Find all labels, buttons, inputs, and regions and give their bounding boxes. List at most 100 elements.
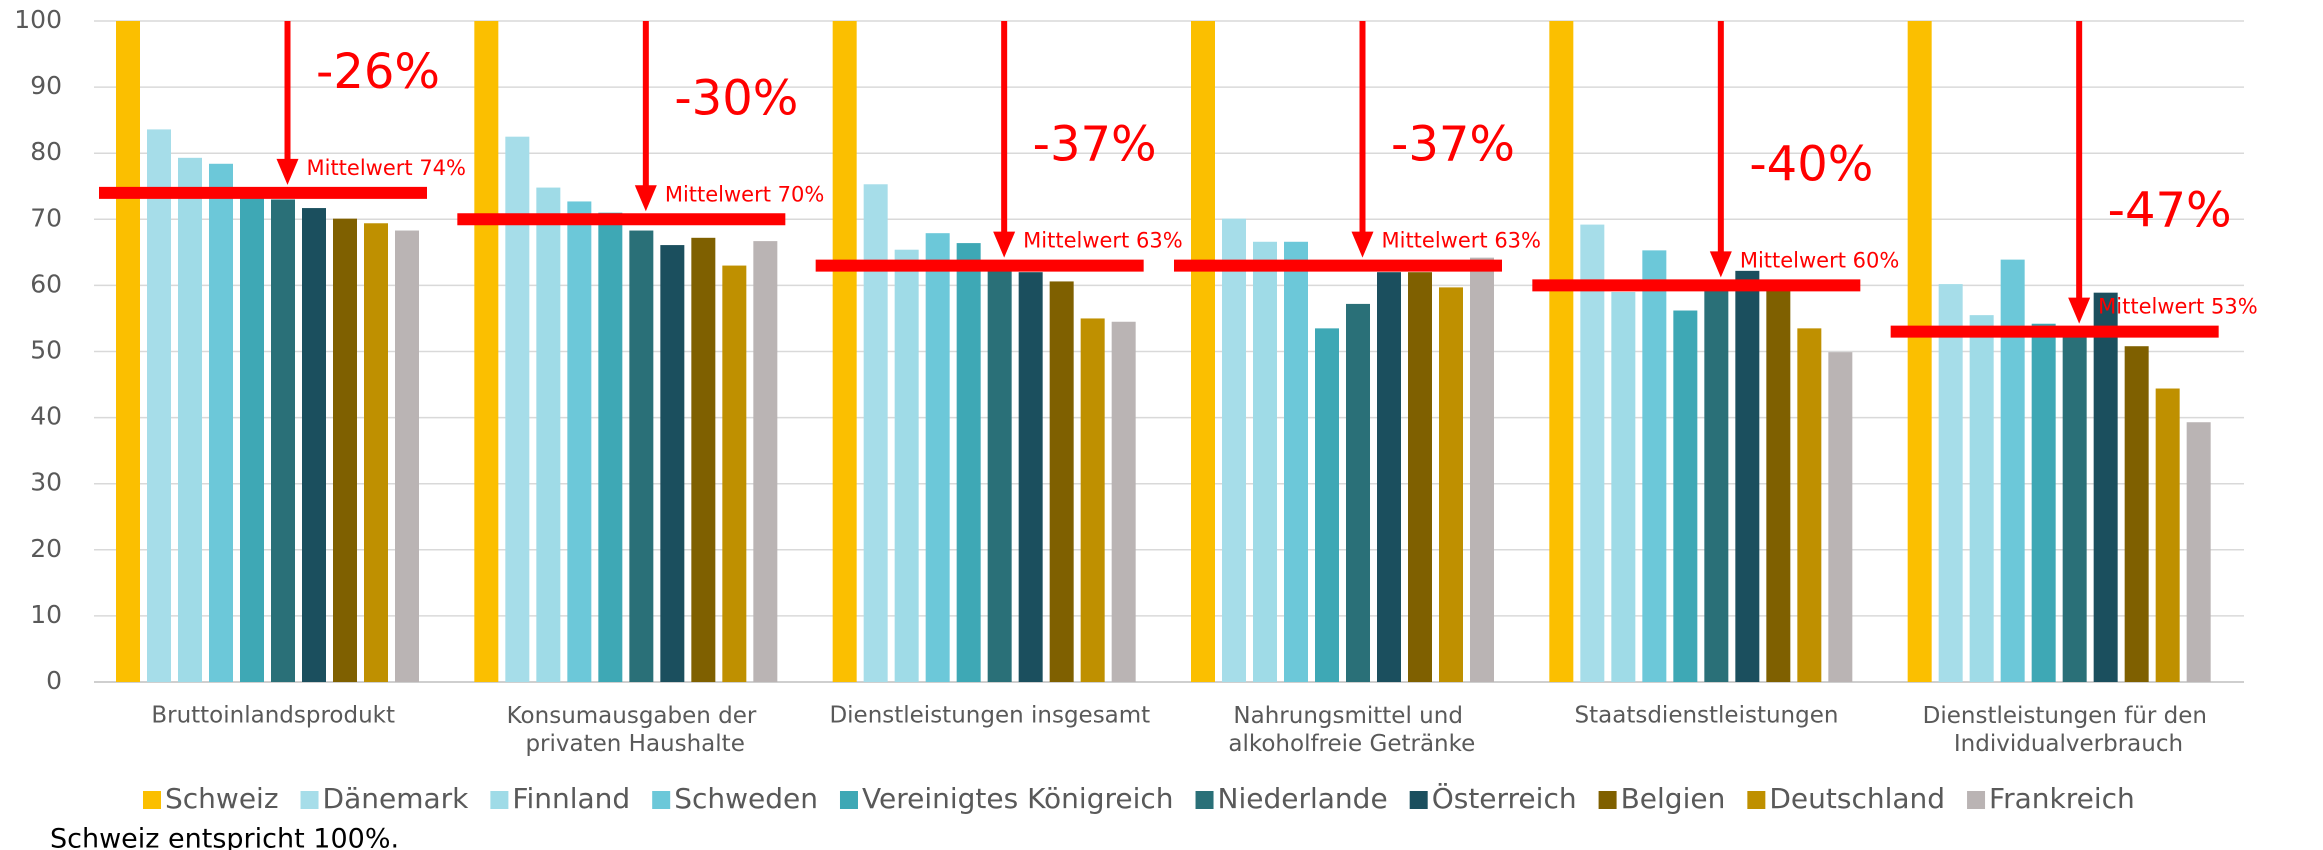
arrow-head <box>276 158 299 185</box>
arrow-head <box>2068 297 2091 324</box>
bar <box>1111 321 1136 682</box>
change-label: -26% <box>316 44 440 100</box>
x-tick-label: Staatsdienstleistungen <box>1575 703 1839 729</box>
mean-label: Mittelwert 63% <box>1382 229 1542 253</box>
bar <box>567 201 592 682</box>
bar <box>1439 287 1463 682</box>
legend-label: Dänemark <box>323 782 470 815</box>
bar <box>240 196 264 683</box>
change-label: -47% <box>2108 183 2232 239</box>
mean-label: Mittelwert 60% <box>1740 248 1900 272</box>
bar <box>209 163 233 682</box>
arrow-head <box>1709 251 1732 278</box>
bar <box>1828 352 1853 682</box>
arrow-head <box>634 185 657 212</box>
y-tick-label: 80 <box>30 137 62 166</box>
bar <box>925 233 950 682</box>
bar <box>660 245 685 683</box>
bar <box>987 265 1012 682</box>
bar <box>2124 346 2149 682</box>
legend-label: Frankreich <box>1989 782 2135 815</box>
bar <box>1797 328 1822 682</box>
bar <box>2000 259 2025 682</box>
legend-swatch <box>1967 791 1986 809</box>
x-tick-label-line: Konsumausgaben der <box>507 703 757 729</box>
y-tick-label: 0 <box>46 666 62 695</box>
legend-swatch <box>300 791 319 809</box>
mean-label: Mittelwert 63% <box>1023 229 1183 253</box>
legend-label: Finnland <box>512 782 630 815</box>
bar <box>1735 270 1760 682</box>
y-tick-label: 90 <box>30 71 62 100</box>
bar <box>1907 21 1932 682</box>
bar <box>691 237 716 683</box>
bar <box>474 21 499 682</box>
legend-swatch <box>839 791 858 809</box>
bar <box>1080 318 1105 682</box>
y-tick-label: 40 <box>30 402 62 431</box>
bar <box>863 184 888 682</box>
bar <box>1766 285 1791 682</box>
bar <box>894 249 919 682</box>
legend-label: Belgien <box>1621 782 1726 815</box>
bar <box>505 136 530 683</box>
arrow-head <box>1351 231 1374 258</box>
bar <box>271 199 295 682</box>
y-tick-label: 50 <box>30 336 62 365</box>
bar <box>1470 257 1494 682</box>
footnote: Schweiz entspricht 100%. <box>50 824 399 850</box>
bar <box>1018 272 1043 682</box>
bar <box>629 230 654 683</box>
bar <box>1704 285 1729 682</box>
y-tick-label: 60 <box>30 269 62 298</box>
bar <box>1222 218 1246 682</box>
x-tick-label-line: Nahrungsmittel und <box>1233 703 1463 729</box>
mean-label: Mittelwert 53% <box>2098 295 2258 319</box>
legend-label: Schweden <box>674 782 818 815</box>
mean-label: Mittelwert 70% <box>665 182 825 206</box>
legend-label: Österreich <box>1432 781 1577 815</box>
bar <box>753 241 778 682</box>
x-tick-label: Dienstleistungen für den Individualverbr… <box>1923 703 2207 757</box>
bar <box>1377 272 1401 682</box>
bar <box>1611 292 1636 682</box>
bar <box>302 208 326 683</box>
bar <box>956 243 981 682</box>
change-label: -37% <box>1391 117 1515 173</box>
bar <box>1938 284 1963 682</box>
legend-swatch <box>1747 791 1766 809</box>
bar <box>395 230 419 683</box>
bar <box>364 223 388 683</box>
bar <box>1580 224 1605 682</box>
bar <box>598 212 623 682</box>
change-label: -40% <box>1749 136 1873 192</box>
legend-swatch <box>1195 791 1214 809</box>
bar <box>832 21 857 682</box>
x-tick-label-line: alkoholfreie Getränke <box>1221 731 1475 757</box>
bar <box>1315 328 1339 682</box>
bar <box>2093 292 2118 682</box>
bar <box>1408 272 1432 682</box>
bar <box>116 21 140 682</box>
bar <box>2155 388 2180 682</box>
legend-swatch <box>652 791 671 809</box>
legend-label: Deutschland <box>1769 782 1945 815</box>
bar <box>333 218 357 682</box>
x-tick-label: Konsumausgaben der privaten Haushalte <box>507 703 757 757</box>
x-tick-label-line: Individualverbrauch <box>1947 731 2184 757</box>
y-tick-label: 100 <box>14 5 62 34</box>
bar <box>1346 303 1370 682</box>
y-tick-label: 70 <box>30 203 62 232</box>
legend-label: Vereinigtes Königreich <box>862 782 1174 815</box>
bar <box>1549 21 1574 682</box>
mean-label: Mittelwert 74% <box>307 156 467 180</box>
bar <box>1642 250 1667 682</box>
bar <box>1969 315 1994 682</box>
arrow-head <box>993 231 1016 258</box>
legend-swatch <box>490 791 509 809</box>
bar <box>2186 422 2211 682</box>
y-tick-label: 10 <box>30 600 62 629</box>
bar <box>1191 21 1215 682</box>
bar <box>178 157 202 682</box>
